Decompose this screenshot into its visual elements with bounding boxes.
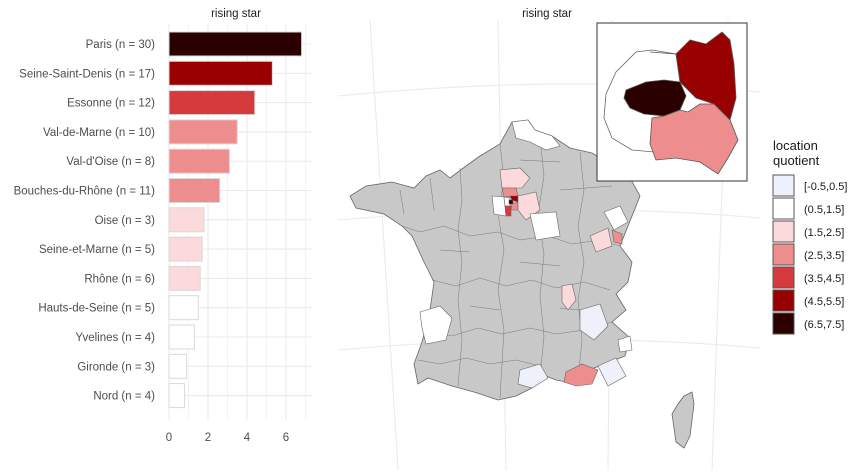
france-mainland bbox=[349, 119, 641, 401]
bar-x-tick-label: 2 bbox=[205, 432, 211, 444]
legend-label: (6.5,7.5] bbox=[804, 319, 844, 331]
corsica bbox=[671, 391, 695, 449]
bar-category-label: Oise (n = 3) bbox=[95, 215, 156, 227]
legend-swatch bbox=[772, 220, 795, 243]
bar-category-label: Seine-et-Marne (n = 5) bbox=[39, 244, 155, 256]
dept-white-3 bbox=[617, 335, 633, 353]
bar-category-label: Gironde (n = 3) bbox=[77, 361, 155, 373]
dept-white-1 bbox=[529, 211, 561, 241]
legend-label: (3.5,4.5] bbox=[804, 273, 844, 285]
france-map bbox=[349, 119, 695, 449]
legend-label: (1.5,2.5] bbox=[804, 227, 844, 239]
bar bbox=[168, 90, 256, 116]
legend-swatch bbox=[772, 289, 795, 312]
bar bbox=[168, 236, 203, 262]
map-title: rising star bbox=[522, 8, 572, 20]
legend-title-line1: location bbox=[773, 138, 818, 153]
legend-title-line2: quotient bbox=[773, 153, 820, 168]
bar bbox=[168, 60, 273, 86]
bar-chart-title: rising star bbox=[211, 8, 261, 20]
bar bbox=[168, 31, 303, 57]
legend-label: (0.5,1.5] bbox=[804, 204, 844, 216]
bar-category-label: Val-d'Oise (n = 8) bbox=[66, 156, 155, 168]
inset-seine-saint-denis bbox=[649, 31, 737, 121]
legend-label: (4.5,5.5] bbox=[804, 296, 844, 308]
legend-swatch bbox=[772, 243, 795, 266]
bar bbox=[168, 178, 221, 203]
legend-swatch bbox=[772, 266, 795, 289]
legend: location quotient [-0.5,0.5] (0.5,1.5] (1.… bbox=[772, 138, 847, 335]
dept-val-doise bbox=[501, 187, 519, 198]
legend-label: (2.5,3.5] bbox=[804, 250, 844, 262]
legend-swatch bbox=[772, 312, 795, 335]
bar-category-label: Bouches-du-Rhône (n = 11) bbox=[14, 186, 156, 198]
bar bbox=[168, 207, 205, 233]
legend-label: [-0.5,0.5] bbox=[804, 181, 847, 193]
dept-oise bbox=[499, 167, 531, 189]
dept-pale-blue-2 bbox=[597, 357, 627, 387]
bar-category-label: Essonne (n = 12) bbox=[67, 98, 155, 110]
bar-category-labels: Paris (n = 30) Seine-Saint-Denis (n = 17)… bbox=[14, 39, 156, 403]
dept-pale-blue-1 bbox=[579, 303, 609, 341]
bar-category-label: Rhône (n = 6) bbox=[84, 273, 155, 285]
bar-x-tick-label: 4 bbox=[244, 432, 251, 444]
bar-category-label: Seine-Saint-Denis (n = 17) bbox=[19, 68, 155, 80]
inset-val-de-marne bbox=[649, 103, 739, 175]
map-panel: rising star bbox=[337, 8, 847, 471]
bar-chart-panel: rising star Paris (n = 30) Seine-Saint-De… bbox=[14, 8, 312, 444]
bar bbox=[168, 324, 195, 350]
bar-category-label: Nord (n = 4) bbox=[93, 391, 155, 403]
bar-category-label: Val-de-Marne (n = 10) bbox=[43, 127, 155, 139]
dept-nord bbox=[511, 119, 561, 151]
dept-bouches-du-rhone bbox=[563, 363, 599, 387]
dept-gironde bbox=[419, 305, 453, 345]
bar bbox=[168, 295, 199, 321]
bar-category-label: Yvelines (n = 4) bbox=[75, 332, 155, 344]
bar bbox=[168, 265, 201, 291]
dept-white-2 bbox=[603, 205, 629, 231]
bar bbox=[168, 383, 186, 409]
bar bbox=[168, 119, 238, 145]
bar-x-tick-label: 0 bbox=[166, 432, 172, 444]
dept-essonne bbox=[504, 205, 512, 217]
bar bbox=[168, 353, 188, 379]
legend-items: [-0.5,0.5] (0.5,1.5] (1.5,2.5] (2.5,3.5] (3.… bbox=[772, 174, 847, 335]
bars bbox=[168, 31, 303, 409]
dept-pale-blue-3 bbox=[517, 363, 549, 389]
dept-salmon-east bbox=[611, 229, 623, 245]
bar-x-tick-label: 6 bbox=[283, 432, 289, 444]
dept-yvelines bbox=[491, 195, 507, 217]
ile-de-france-inset bbox=[596, 22, 748, 182]
bar-x-tick-labels: 0 2 4 6 bbox=[166, 432, 289, 444]
dept-rhone bbox=[561, 283, 577, 311]
bar-category-label: Paris (n = 30) bbox=[86, 39, 156, 51]
dept-light-pink-east bbox=[589, 227, 613, 253]
dept-paris bbox=[508, 199, 514, 205]
legend-swatch bbox=[772, 174, 795, 197]
bar bbox=[168, 148, 230, 174]
bar-category-label: Hauts-de-Seine (n = 5) bbox=[38, 303, 155, 315]
legend-swatch bbox=[772, 197, 795, 220]
